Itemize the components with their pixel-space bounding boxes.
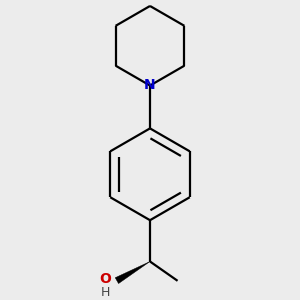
Text: O: O	[100, 272, 111, 286]
Text: N: N	[144, 78, 156, 92]
Polygon shape	[115, 262, 150, 284]
Text: H: H	[101, 286, 110, 298]
